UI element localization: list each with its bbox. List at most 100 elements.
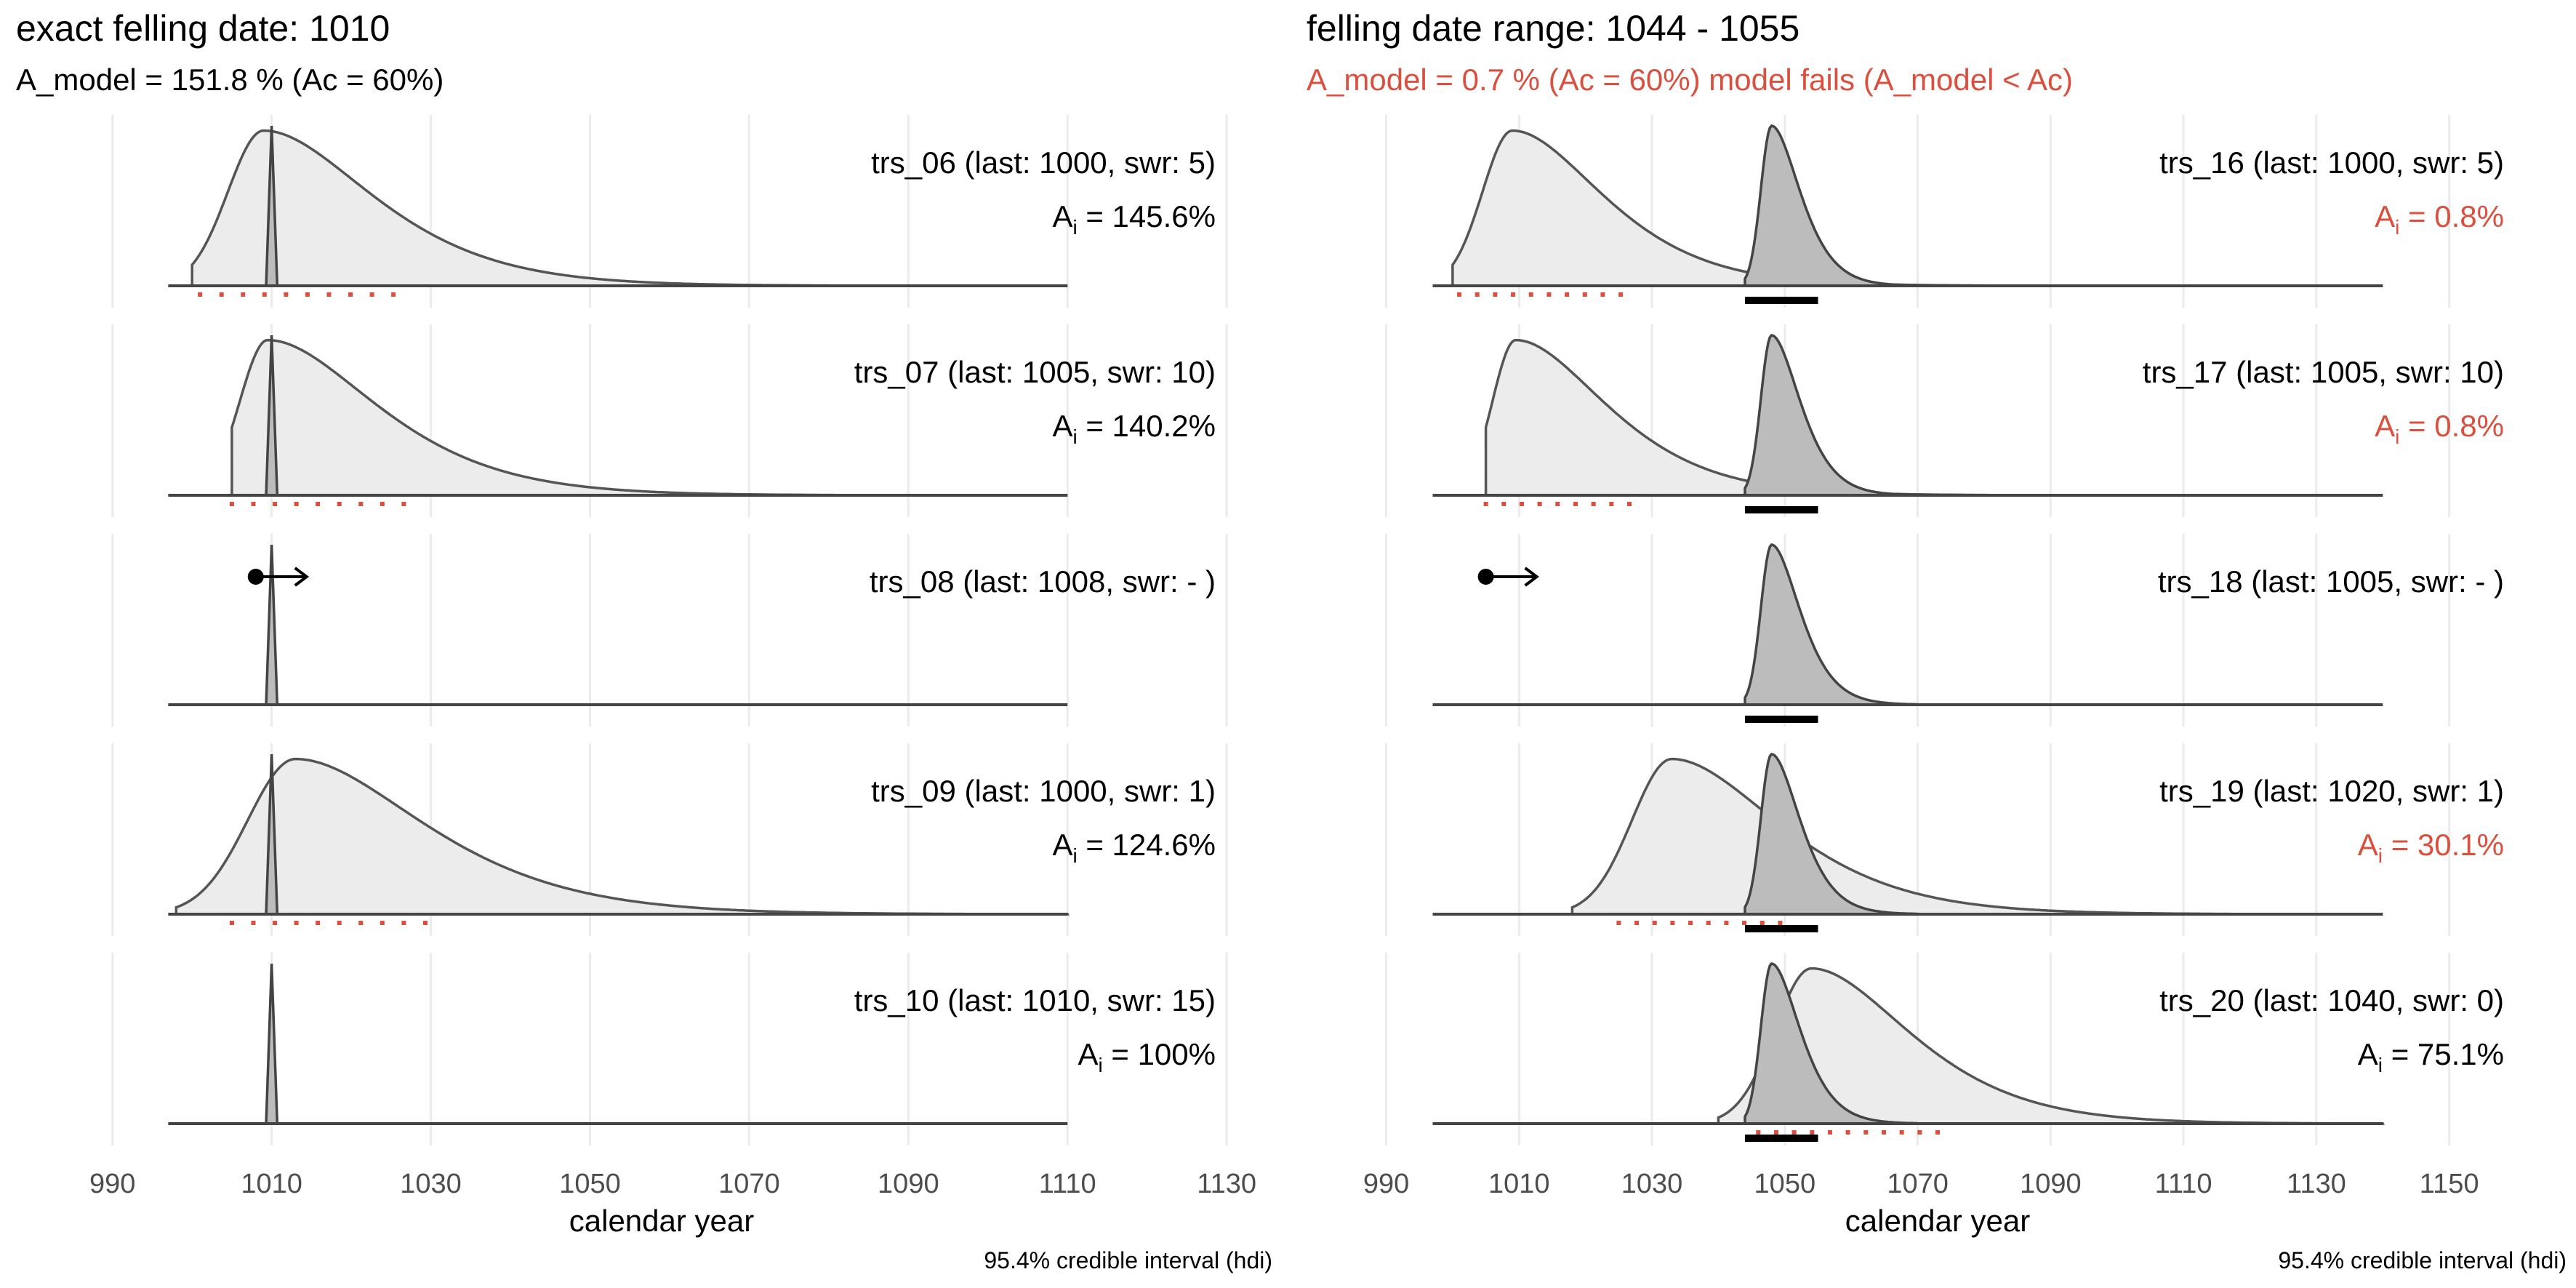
chart-2: Ai = 0.8% Ai = 0.8% Ai = 30.1% Ai = 75.1% <box>1385 115 2504 1145</box>
hdi-dot <box>229 921 234 925</box>
x-tick-label: 1050 <box>559 1169 621 1199</box>
chart-caption: 95.4% credible interval (hdi) <box>984 1247 1272 1273</box>
hdi-dot <box>1511 292 1516 297</box>
panel-2: Ai = 0.8% <box>1432 334 2504 513</box>
hdi-dot <box>229 502 234 506</box>
chart-title: exact felling date: 1010 <box>16 8 390 49</box>
x-tick-label: 1050 <box>1754 1169 1816 1199</box>
hdi-dot <box>337 921 342 925</box>
hdi-dot <box>294 921 299 925</box>
hdi-dot <box>316 921 321 925</box>
hdi-dot <box>358 502 364 506</box>
hdi-dot <box>1474 292 1480 297</box>
hdi-dot <box>1845 1130 1850 1135</box>
panel-4: Ai = 124.6% <box>168 753 1216 925</box>
chart-caption: 95.4% credible interval (hdi) <box>2278 1247 2567 1273</box>
pith-point <box>1477 569 1494 585</box>
model-density <box>1744 962 1918 1125</box>
hdi-dot <box>422 921 428 925</box>
panel-1: Ai = 145.6% <box>168 125 1216 297</box>
hdi-dot <box>1493 292 1498 297</box>
hdi-dot <box>1899 1130 1904 1135</box>
hdi-dot <box>1756 1130 1761 1135</box>
hdi-dot <box>337 502 342 506</box>
panel-5: Ai = 100% <box>168 963 1216 1125</box>
hdi-dot <box>1935 1130 1940 1135</box>
series-label: trs_09 (last: 1000, swr: 1) <box>871 774 1216 808</box>
x-tick-label: 990 <box>1363 1169 1409 1199</box>
hdi-dot <box>1546 292 1552 297</box>
hdi-dot <box>1652 921 1657 925</box>
panel-3 <box>168 544 1068 706</box>
hdi-dot <box>1881 1130 1886 1135</box>
x-tick-label: 1070 <box>718 1169 780 1199</box>
panel-3 <box>1432 543 2383 723</box>
hdi-dot <box>401 502 406 506</box>
x-tick-label: 1130 <box>2287 1169 2346 1199</box>
hdi-dot <box>1565 292 1570 297</box>
hdi-dot <box>1810 1130 1815 1135</box>
x-axis-label: calendar year <box>569 1204 754 1238</box>
hdi-dot <box>262 292 267 297</box>
model-density <box>1744 543 1918 706</box>
x-tick-label: 1010 <box>1488 1169 1550 1199</box>
chart-subtitle: A_model = 0.7 % (Ac = 60%) model fails (… <box>1307 63 2073 97</box>
series-label: trs_19 (last: 1020, swr: 1) <box>2159 774 2504 808</box>
hdi-dot <box>241 292 246 297</box>
series-label: trs_06 (last: 1000, swr: 5) <box>871 145 1216 180</box>
agreement-index-label: Ai = 140.2% <box>1052 409 1216 448</box>
series-label: trs_08 (last: 1008, swr: - ) <box>870 564 1216 599</box>
series-label: trs_10 (last: 1010, swr: 15) <box>854 983 1216 1017</box>
series-label: trs_20 (last: 1040, swr: 0) <box>2159 983 2504 1017</box>
hdi-dot <box>273 921 278 925</box>
hdi-dot <box>1519 502 1524 506</box>
panel-1: Ai = 0.8% <box>1432 124 2504 304</box>
chart-1: Ai = 145.6% Ai = 140.2% Ai = 124.6% Ai = 10… <box>111 115 1228 1145</box>
hdi-dot <box>1609 502 1614 506</box>
hdi-dot <box>1827 1130 1832 1135</box>
agreement-index-label: Ai = 30.1% <box>2358 828 2504 867</box>
hdi-dot <box>380 921 385 925</box>
agreement-index-label: Ai = 75.1% <box>2358 1037 2504 1076</box>
agreement-index-label: Ai = 124.6% <box>1052 828 1216 867</box>
x-tick-label: 1070 <box>1887 1169 1949 1199</box>
hdi-dot <box>251 921 256 925</box>
model-density <box>1744 124 1918 287</box>
agreement-index-label: Ai = 0.8% <box>2375 409 2504 448</box>
hdi-dot <box>1670 921 1675 925</box>
hdi-dot <box>380 502 385 506</box>
hdi-dot <box>198 292 203 297</box>
agreement-index-label: Ai = 0.8% <box>2375 199 2504 239</box>
panel-4: Ai = 30.1% <box>1432 753 2504 932</box>
hdi-dot <box>1528 292 1533 297</box>
hdi-dot <box>1591 502 1596 506</box>
x-tick-label: 1130 <box>1197 1169 1256 1199</box>
hdi-dot <box>1706 921 1711 925</box>
hdi-dot <box>1573 502 1578 506</box>
hdi-dot <box>273 502 278 506</box>
hdi-dot <box>294 502 299 506</box>
hdi-dot <box>1863 1130 1869 1135</box>
hdi-dot <box>1457 292 1462 297</box>
hdi-dot <box>1582 292 1587 297</box>
agreement-index-label: Ai = 100% <box>1078 1037 1216 1076</box>
model-density <box>265 963 279 1125</box>
x-tick-label: 1030 <box>400 1169 462 1199</box>
series-label: trs_16 (last: 1000, swr: 5) <box>2159 145 2504 180</box>
hdi-dot <box>1555 502 1560 506</box>
hdi-dot <box>1688 921 1693 925</box>
panel-5: Ai = 75.1% <box>1432 962 2504 1142</box>
series-label: trs_17 (last: 1005, swr: 10) <box>2143 355 2504 389</box>
hdi-dot <box>1483 502 1488 506</box>
hdi-dot <box>1537 502 1542 506</box>
hdi-dot <box>284 292 289 297</box>
hdi-dot <box>1634 921 1640 925</box>
hdi-dot <box>369 292 374 297</box>
hdi-dot <box>1773 1130 1778 1135</box>
x-tick-label: 1110 <box>1039 1169 1096 1199</box>
series-label: trs_07 (last: 1005, swr: 10) <box>854 355 1216 389</box>
hdi-dot <box>1627 502 1632 506</box>
x-tick-label: 990 <box>89 1169 135 1199</box>
hdi-dot <box>316 502 321 506</box>
